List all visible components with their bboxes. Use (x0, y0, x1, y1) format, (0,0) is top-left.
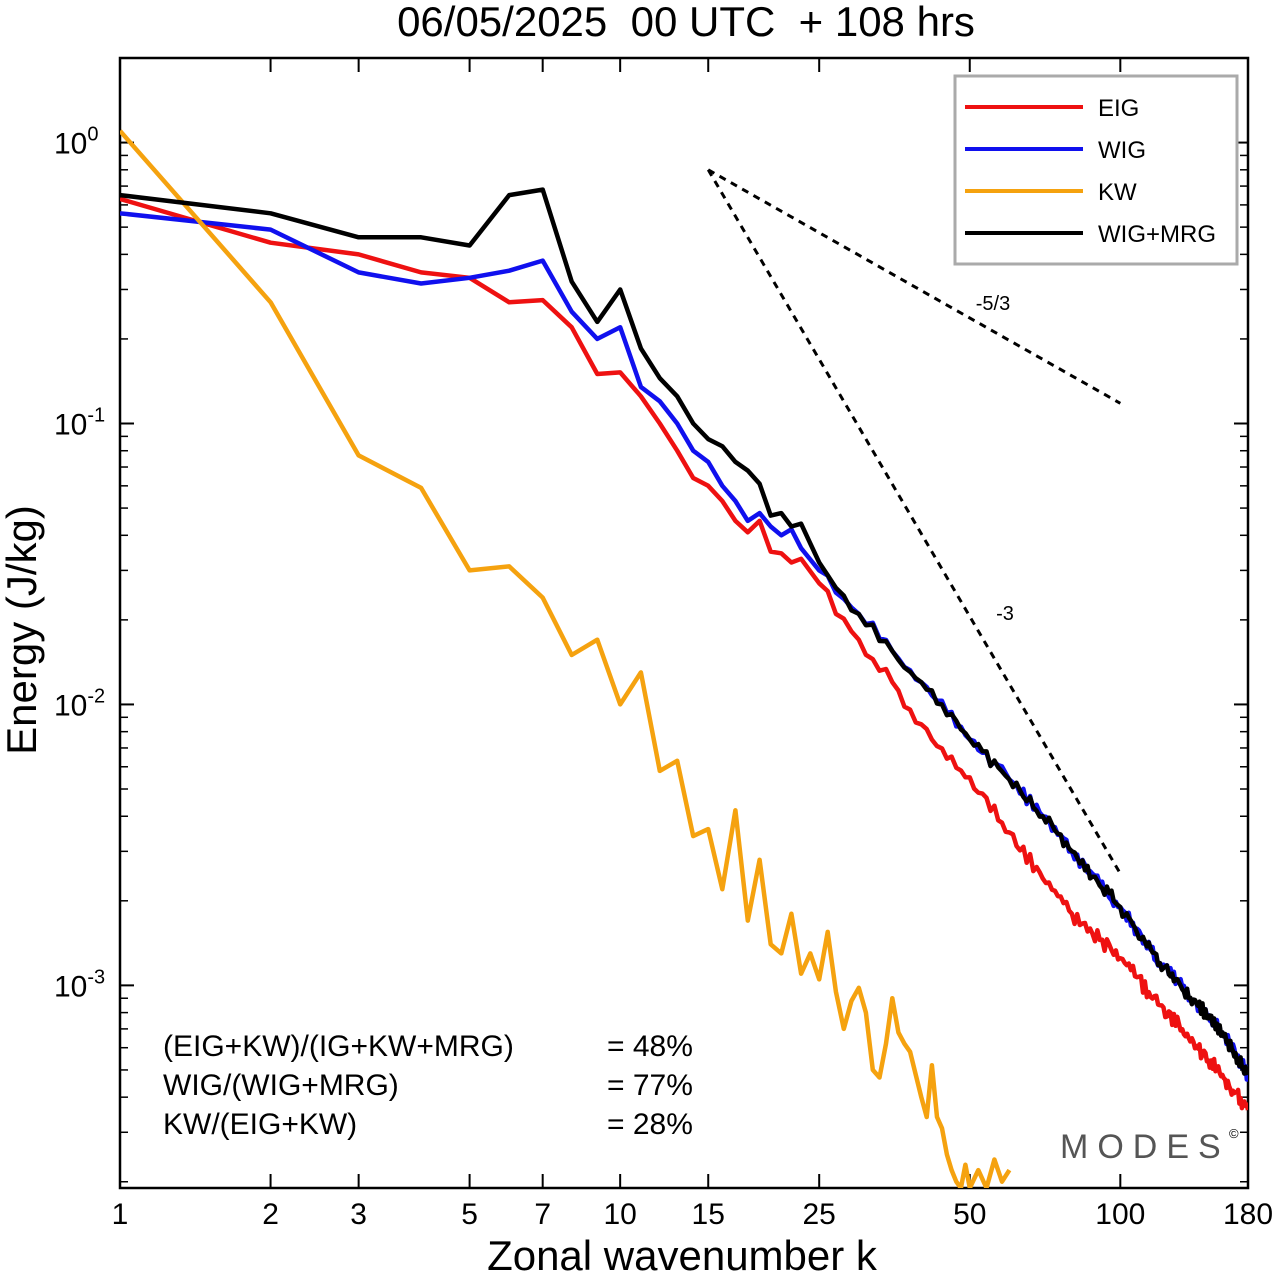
stat-expression: KW/(EIG+KW) (163, 1108, 357, 1141)
x-tick-label: 15 (692, 1198, 725, 1231)
x-tick-label: 7 (534, 1198, 551, 1231)
series-line-wig (120, 211, 1248, 1082)
y-tick-exponent: -1 (87, 405, 105, 427)
chart-title: 06/05/2025 00 UTC + 108 hrs (397, 0, 975, 45)
series-line-eig (120, 196, 1248, 1111)
watermark-copyright-mark: © (1229, 1126, 1239, 1141)
series-line-kw (120, 129, 1012, 1188)
x-tick-label: 1 (112, 1198, 129, 1231)
watermark-text: MODES (1060, 1128, 1230, 1166)
legend-label: WIG+MRG (1098, 221, 1216, 248)
reference-slope-line (706, 169, 1122, 875)
x-tick-label: 100 (1095, 1198, 1145, 1231)
x-tick-label: 25 (803, 1198, 836, 1231)
statistics-block: (EIG+KW)/(IG+KW+MRG) = 48% WIG/(WIG+MRG) = … (163, 1030, 693, 1141)
stat-value: = 77% (607, 1069, 693, 1102)
y-tick-base: 10 (54, 128, 87, 161)
y-tick-base: 10 (54, 970, 87, 1003)
legend-label: KW (1098, 179, 1137, 206)
y-tick-exponent: -2 (87, 685, 105, 707)
stat-value: = 48% (607, 1030, 693, 1063)
y-tick-label: 10-2 (54, 685, 105, 722)
x-tick-label: 10 (603, 1198, 636, 1231)
series-layer (120, 129, 1248, 1188)
legend: EIG WIG KW WIG+MRG (953, 74, 1239, 266)
reference-slopes: -5/3 -3 (706, 168, 1122, 875)
x-tick-label: 3 (350, 1198, 367, 1231)
stat-expression: WIG/(WIG+MRG) (163, 1069, 399, 1102)
y-axis-label: Energy (J/kg) (0, 505, 45, 755)
y-tick-base: 10 (54, 409, 87, 442)
y-tick-exponent: -3 (87, 966, 105, 988)
y-tick-label: 10-1 (54, 405, 105, 442)
x-axis-label: Zonal wavenumber k (487, 1232, 878, 1279)
x-tick-label: 50 (953, 1198, 986, 1231)
x-tick-label: 180 (1223, 1198, 1273, 1231)
reference-slope-line (707, 168, 1122, 405)
modes-watermark: MODES (1060, 1128, 1230, 1166)
plot-frame (118, 56, 1250, 1190)
y-tick-label: 10-3 (54, 966, 105, 1003)
x-tick-label: 5 (461, 1198, 478, 1231)
legend-label: WIG (1098, 137, 1146, 164)
legend-label: EIG (1098, 95, 1139, 122)
stat-expression: (EIG+KW)/(IG+KW+MRG) (163, 1030, 514, 1063)
series-line-wig-mrg (120, 187, 1248, 1076)
y-tick-base: 10 (54, 689, 87, 722)
y-tick-exponent: 0 (87, 124, 98, 146)
y-tick-label: 100 (54, 124, 99, 161)
reference-slope-label: -3 (996, 603, 1014, 625)
stat-value: = 28% (607, 1108, 693, 1141)
reference-slope-label: -5/3 (976, 293, 1010, 315)
x-tick-label: 2 (262, 1198, 279, 1231)
